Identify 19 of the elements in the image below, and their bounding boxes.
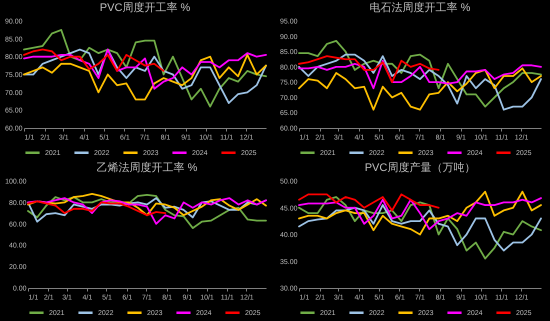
line-series — [23, 29, 267, 108]
line-series — [27, 200, 166, 216]
line-series — [23, 48, 267, 90]
line-series — [298, 193, 440, 212]
chart-title: PVC周度开工率 % — [100, 1, 190, 14]
line-series — [298, 196, 542, 260]
line-series — [298, 54, 542, 111]
line-series — [23, 48, 165, 72]
line-series — [27, 192, 267, 216]
line-series — [298, 60, 542, 90]
chart-title: 乙烯法周度开工率 % — [96, 161, 198, 174]
line-series — [298, 190, 542, 236]
line-series — [298, 197, 542, 230]
line-series — [298, 40, 542, 108]
line-series — [298, 55, 440, 84]
line-series — [298, 204, 542, 252]
chart-title: PVC周度产量（万吨） — [364, 161, 476, 174]
line-series — [298, 67, 542, 111]
chart-title: 电石法周度开工率 % — [370, 1, 471, 14]
